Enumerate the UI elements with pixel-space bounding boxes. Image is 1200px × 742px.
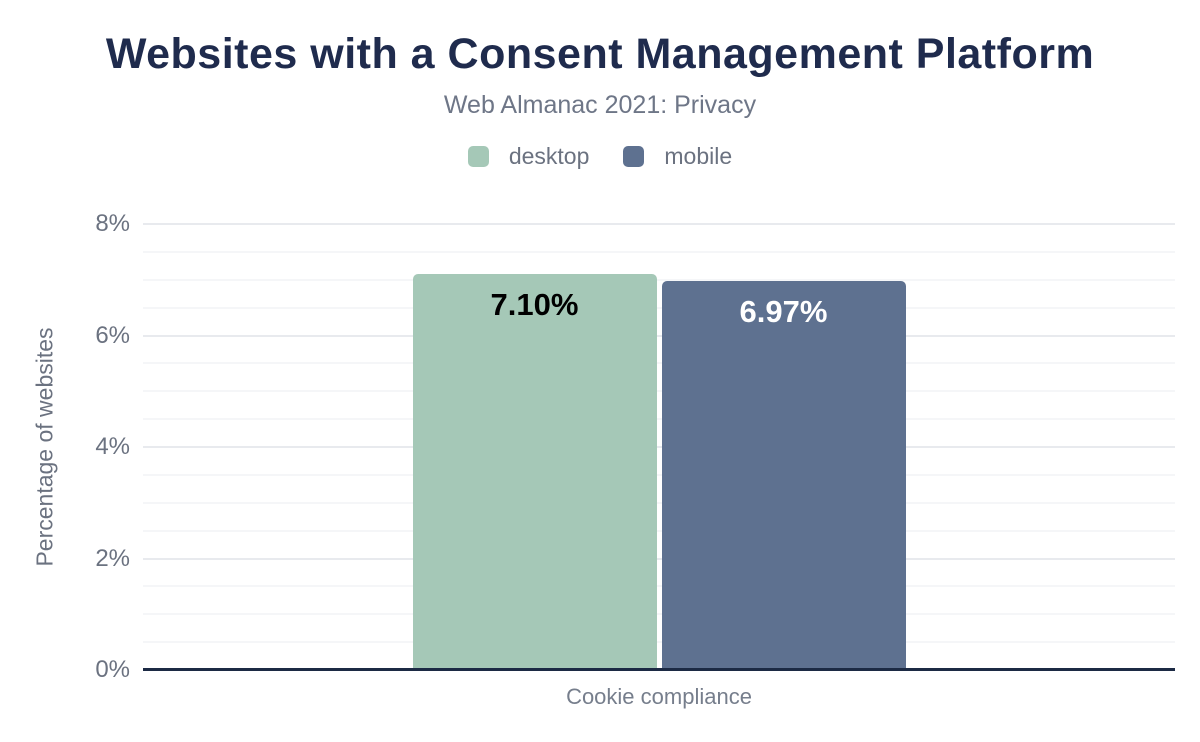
gridline-major — [143, 334, 1175, 337]
y-tick-label: 6% — [95, 321, 130, 349]
gridline-minor — [143, 306, 1175, 309]
y-tick-label: 8% — [95, 210, 130, 237]
gridline-minor — [143, 529, 1175, 532]
gridline-minor — [143, 473, 1175, 476]
gridline-major — [143, 223, 1175, 225]
gridline-major — [143, 557, 1175, 560]
bar-desktop[interactable]: 7.10% — [412, 274, 657, 670]
bar-value-label-mobile: 6.97% — [739, 294, 828, 330]
y-axis-title: Percentage of websites — [31, 327, 58, 567]
gridline-minor — [143, 250, 1175, 253]
y-tick-label: 0% — [95, 656, 130, 683]
mobile-swatch-icon — [623, 146, 645, 167]
legend-item-desktop[interactable]: desktop — [467, 143, 590, 170]
gridline-minor — [143, 585, 1175, 588]
y-tick-label: 2% — [95, 544, 130, 572]
legend-label-desktop: desktop — [508, 143, 590, 169]
gridline-minor — [143, 278, 1175, 281]
gridline-minor — [143, 501, 1175, 504]
y-tick-label: 4% — [95, 433, 130, 460]
x-axis-line — [143, 668, 1175, 671]
gridline-minor — [143, 641, 1175, 644]
chart-subtitle: Web Almanac 2021: Privacy — [443, 91, 757, 119]
gridline-minor — [143, 418, 1175, 421]
desktop-swatch-icon — [467, 146, 489, 167]
legend-label-mobile: mobile — [664, 143, 733, 169]
gridline-minor — [143, 613, 1175, 616]
bar-mobile[interactable]: 6.97% — [661, 281, 906, 670]
chart-title: Websites with a Consent Management Platf… — [105, 30, 1095, 78]
gridline-major — [143, 446, 1175, 448]
legend: desktop mobile — [0, 143, 1200, 170]
gridline-minor — [143, 390, 1175, 393]
gridline-minor — [143, 362, 1175, 365]
bar-value-label-desktop: 7.10% — [490, 287, 579, 323]
legend-item-mobile[interactable]: mobile — [623, 143, 732, 170]
x-axis-label: Cookie compliance — [566, 684, 752, 709]
